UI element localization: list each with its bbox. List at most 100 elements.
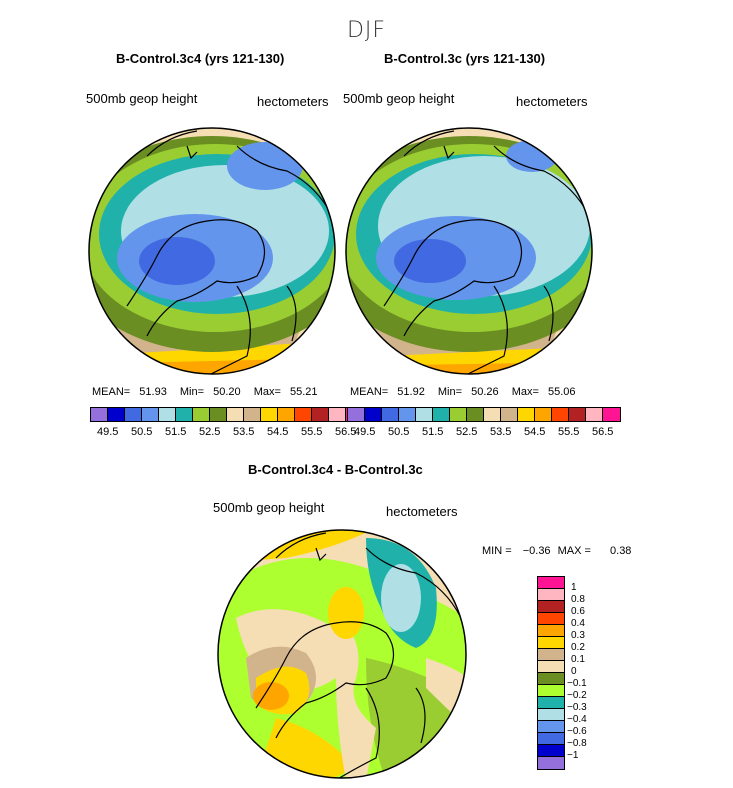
colorbar-swatch <box>210 408 227 421</box>
colorbar-swatch <box>538 757 564 769</box>
panel-3-max-value: 0.38 <box>610 545 632 557</box>
colorbar-swatch <box>501 408 518 421</box>
colorbar-tick-label: 55.5 <box>558 426 580 438</box>
colorbar-swatch <box>467 408 484 421</box>
colorbar-swatch <box>159 408 176 421</box>
panel-1-min-label: Min= <box>179 386 205 398</box>
colorbar-swatch <box>416 408 433 421</box>
colorbar-swatch <box>382 408 399 421</box>
colorbar-swatch <box>569 408 586 421</box>
colorbar-swatch <box>538 721 564 733</box>
panel-3-min-label: MIN = <box>482 545 512 557</box>
colorbar-swatch <box>538 601 564 613</box>
panel-2-max-value: 55.06 <box>547 386 576 398</box>
colorbar-tick-label: 49.5 <box>354 426 376 438</box>
colorbar-tick-label: −0.3 <box>567 702 587 713</box>
panel-3-min-value: −0.36 <box>522 545 551 557</box>
panel-2-variable-label: 500mb geop height <box>343 91 455 106</box>
colorbar-swatch <box>176 408 193 421</box>
panel-2-mean-value: 51.92 <box>397 386 425 398</box>
colorbar-swatch <box>278 408 295 421</box>
colorbar-tick-label: 56.5 <box>335 426 357 438</box>
colorbar-swatch <box>535 408 552 421</box>
panel-3-map <box>217 529 467 779</box>
colorbar-tick-label: 50.5 <box>131 426 153 438</box>
colorbar-tick-label: −0.1 <box>567 678 587 689</box>
colorbar-swatch <box>538 733 564 745</box>
colorbar-swatch <box>433 408 450 421</box>
panel-3-stats: MIN = −0.36 MAX = 0.38 <box>482 545 631 557</box>
colorbar-swatch <box>312 408 329 421</box>
colorbar-tick-label: −0.4 <box>567 714 587 725</box>
colorbar-tick-label: 0.2 <box>571 642 585 653</box>
colorbar-swatch <box>193 408 210 421</box>
colorbar-swatch <box>538 625 564 637</box>
panel-2-map <box>345 127 593 375</box>
panel-2-max-label: Max= <box>511 386 539 398</box>
colorbar-tick-label: 53.5 <box>490 426 512 438</box>
panel-1-units-label: hectometers <box>257 94 329 109</box>
panel-3-title: B-Control.3c4 - B-Control.3c <box>248 462 423 477</box>
panel-2-mean-label: MEAN= <box>350 386 389 398</box>
colorbar-swatch <box>261 408 278 421</box>
colorbar-swatch <box>295 408 312 421</box>
panel-1-max-label: Max= <box>253 386 281 398</box>
colorbar-swatch <box>142 408 159 421</box>
colorbar-swatch <box>329 408 346 421</box>
colorbar-tick-label: −0.8 <box>567 738 587 749</box>
colorbar-swatch <box>538 745 564 757</box>
colorbar-swatch <box>538 613 564 625</box>
colorbar-tick-label: 51.5 <box>422 426 444 438</box>
colorbar-tick-label: 0.8 <box>571 594 585 605</box>
figure-title: DJF <box>346 18 387 43</box>
colorbar-tick-label: 52.5 <box>199 426 221 438</box>
colorbar-swatch <box>538 697 564 709</box>
panel-3-units-label: hectometers <box>386 504 458 519</box>
colorbar-tick-label: 1 <box>571 582 577 593</box>
colorbar-swatch <box>399 408 416 421</box>
colorbar-tick-label: −0.2 <box>567 690 587 701</box>
panel-1-title: B-Control.3c4 (yrs 121-130) <box>116 51 285 66</box>
colorbar-tick-label: 50.5 <box>388 426 410 438</box>
colorbar-tick-label: 54.5 <box>267 426 289 438</box>
panel-3-colorbar <box>537 576 565 770</box>
colorbar-swatch <box>538 685 564 697</box>
colorbar-swatch <box>91 408 108 421</box>
panel-1-colorbar-labels: 49.5 50.5 51.5 52.5 53.5 54.5 55.5 56.5 <box>90 426 362 440</box>
colorbar-tick-label: 52.5 <box>456 426 478 438</box>
panel-2-min-value: 50.26 <box>471 386 499 398</box>
panel-2-colorbar-labels: 49.5 50.5 51.5 52.5 53.5 54.5 55.5 56.5 <box>347 426 619 440</box>
colorbar-tick-label: 54.5 <box>524 426 546 438</box>
panel-2-title: B-Control.3c (yrs 121-130) <box>384 51 546 66</box>
colorbar-swatch <box>552 408 569 421</box>
panel-2-min-label: Min= <box>437 386 463 398</box>
colorbar-tick-label: 0.4 <box>571 618 585 629</box>
colorbar-swatch <box>538 637 564 649</box>
panel-1-colorbar <box>90 407 364 422</box>
colorbar-swatch <box>586 408 603 421</box>
panel-1-min-value: 50.20 <box>213 386 241 398</box>
panel-3-max-label: MAX = <box>557 545 591 557</box>
colorbar-swatch <box>538 673 564 685</box>
colorbar-swatch <box>518 408 535 421</box>
colorbar-tick-label: −1 <box>567 750 579 761</box>
colorbar-swatch <box>450 408 467 421</box>
panel-1-variable-label: 500mb geop height <box>86 91 198 106</box>
colorbar-swatch <box>538 649 564 661</box>
colorbar-swatch <box>538 709 564 721</box>
colorbar-swatch <box>538 589 564 601</box>
panel-1-mean-label: MEAN= <box>92 386 131 398</box>
colorbar-tick-label: 51.5 <box>165 426 187 438</box>
colorbar-swatch <box>484 408 501 421</box>
colorbar-swatch <box>348 408 365 421</box>
panel-3-colorbar-labels: 1 0.8 0.6 0.4 0.3 0.2 0.1 0 −0.1 −0.2 −0.3 −0.4 −0.6… <box>567 576 607 772</box>
colorbar-tick-label: 53.5 <box>233 426 255 438</box>
panel-3-variable-label: 500mb geop height <box>213 500 325 515</box>
colorbar-swatch <box>125 408 142 421</box>
colorbar-tick-label: −0.6 <box>567 726 587 737</box>
colorbar-swatch <box>603 408 620 421</box>
colorbar-swatch <box>108 408 125 421</box>
colorbar-swatch <box>538 577 564 589</box>
colorbar-tick-label: 55.5 <box>301 426 323 438</box>
panel-2-units-label: hectometers <box>516 94 588 109</box>
